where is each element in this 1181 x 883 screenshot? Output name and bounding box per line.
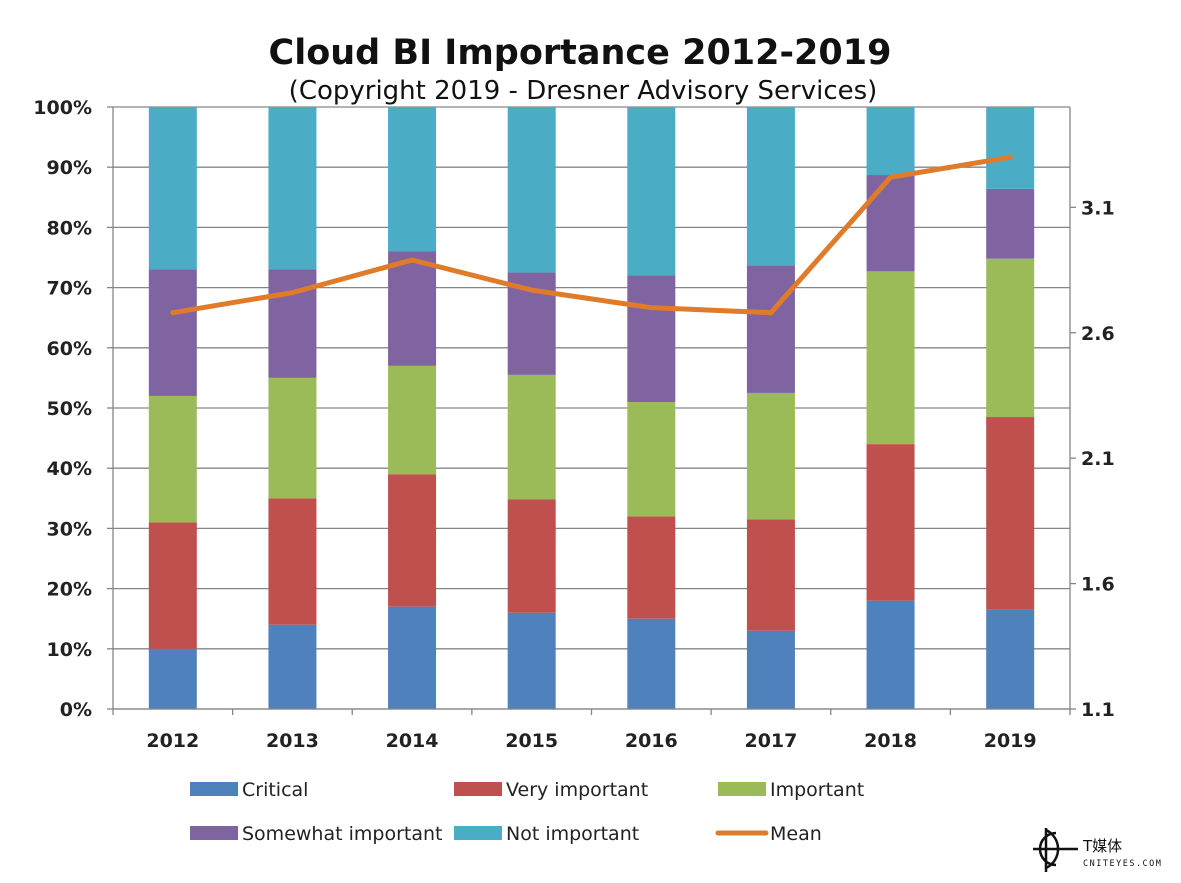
- bar-segment-very-important: [388, 474, 437, 607]
- mean-point: [289, 290, 295, 296]
- x-tick-label: 2014: [386, 730, 439, 752]
- bar-segment-very-important: [627, 516, 676, 619]
- legend-label-very-important: Very important: [506, 779, 648, 801]
- logo-name: T媒体: [1082, 837, 1122, 855]
- bar-segment-important: [388, 365, 437, 475]
- cniteyes-logo: T媒体 CNITEYES.COM: [1033, 828, 1162, 872]
- mean-point: [768, 310, 774, 316]
- bar-segment-important: [148, 395, 197, 523]
- x-tick-label: 2019: [984, 730, 1037, 752]
- chart-title: Cloud BI Importance 2012-2019: [269, 33, 892, 73]
- bar-segment-critical: [866, 600, 915, 709]
- x-tick-label: 2018: [864, 730, 917, 752]
- bar-segment-critical: [388, 606, 437, 709]
- bar-segment-critical: [746, 630, 795, 709]
- bar-segment-very-important: [268, 498, 317, 625]
- bar-segment-somewhat-important: [866, 175, 915, 272]
- legend-swatch-very-important: [454, 782, 502, 796]
- bar-segment-very-important: [148, 522, 197, 649]
- bar-segment-not-important: [986, 107, 1035, 189]
- bar-segment-important: [866, 271, 915, 445]
- bar-segment-critical: [986, 609, 1035, 709]
- mean-point: [529, 287, 535, 293]
- bar-segment-not-important: [627, 107, 676, 276]
- chart-subtitle: (Copyright 2019 - Dresner Advisory Servi…: [289, 76, 878, 106]
- bar-segment-somewhat-important: [627, 275, 676, 402]
- legend-label-not-important: Not important: [506, 823, 639, 845]
- bar-segment-important: [268, 377, 317, 499]
- bar-segment-not-important: [268, 107, 317, 270]
- bar-segment-not-important: [148, 107, 197, 270]
- legend-label-important: Important: [770, 779, 864, 801]
- left-tick-label: 10%: [47, 639, 92, 661]
- bar-segment-somewhat-important: [388, 251, 437, 366]
- bar-segment-critical: [268, 624, 317, 709]
- left-tick-label: 50%: [47, 398, 92, 420]
- bar-stacks: [148, 107, 1035, 709]
- mean-point: [409, 257, 415, 263]
- mean-point: [1007, 154, 1013, 160]
- bar-segment-very-important: [866, 444, 915, 601]
- legend-swatch-important: [718, 782, 766, 796]
- bar-segment-important: [627, 401, 676, 517]
- legend-swatch-somewhat-important: [190, 826, 238, 840]
- bar-segment-somewhat-important: [746, 265, 795, 393]
- x-tick-label: 2013: [266, 730, 319, 752]
- right-tick-label: 1.1: [1081, 699, 1115, 721]
- bar-segment-not-important: [866, 107, 915, 176]
- gridlines: [113, 106, 1070, 710]
- legend: Critical Very important Important Somewhat …: [190, 779, 864, 845]
- bar-segment-somewhat-important: [148, 269, 197, 396]
- left-tick-label: 70%: [47, 278, 92, 300]
- bar-segment-not-important: [388, 107, 437, 252]
- right-axis-ticks: 1.1 1.6 2.1 2.6 3.1: [1081, 197, 1115, 721]
- mean-line: [170, 154, 1013, 316]
- x-axis-ticks: 2012 2013 2014 2015 2016 2017 2018 2019: [146, 730, 1036, 752]
- legend-label-critical: Critical: [242, 779, 308, 801]
- legend-label-somewhat-important: Somewhat important: [242, 823, 442, 845]
- left-tick-label: 80%: [47, 217, 92, 239]
- legend-swatch-critical: [190, 782, 238, 796]
- mean-point: [648, 305, 654, 311]
- left-tick-label: 30%: [47, 518, 92, 540]
- left-tick-label: 90%: [47, 157, 92, 179]
- left-axis-ticks: 0% 10% 20% 30% 40% 50% 60% 70% 80% 90% 100%: [33, 97, 92, 721]
- bar-segment-critical: [148, 648, 197, 709]
- x-tick-label: 2016: [625, 730, 678, 752]
- right-tick-label: 1.6: [1081, 574, 1115, 596]
- bar-segment-very-important: [507, 499, 556, 613]
- left-tick-label: 0%: [60, 699, 92, 721]
- right-tick-label: 3.1: [1081, 197, 1115, 219]
- bar-segment-somewhat-important: [986, 188, 1035, 259]
- left-tick-label: 40%: [47, 458, 92, 480]
- x-tick-label: 2015: [505, 730, 558, 752]
- bar-segment-not-important: [746, 107, 795, 266]
- bar-segment-not-important: [507, 107, 556, 273]
- legend-swatch-not-important: [454, 826, 502, 840]
- right-tick-label: 2.6: [1081, 323, 1115, 345]
- legend-label-mean: Mean: [770, 823, 822, 845]
- mean-point: [170, 310, 176, 316]
- mean-line-series: [170, 154, 1013, 316]
- mean-point: [888, 174, 894, 180]
- bar-segment-very-important: [746, 519, 795, 631]
- bar-segment-important: [507, 374, 556, 500]
- left-tick-label: 60%: [47, 338, 92, 360]
- bar-segment-important: [986, 258, 1035, 418]
- bar-segment-important: [746, 392, 795, 520]
- left-tick-label: 20%: [47, 579, 92, 601]
- right-tick-label: 2.1: [1081, 448, 1115, 470]
- left-tick-label: 100%: [33, 97, 92, 119]
- logo-url: CNITEYES.COM: [1083, 859, 1162, 869]
- bar-segment-critical: [507, 612, 556, 709]
- x-tick-label: 2012: [146, 730, 199, 752]
- x-tick-label: 2017: [744, 730, 797, 752]
- axes: [107, 106, 1076, 715]
- bar-segment-critical: [627, 618, 676, 709]
- bar-segment-very-important: [986, 417, 1035, 610]
